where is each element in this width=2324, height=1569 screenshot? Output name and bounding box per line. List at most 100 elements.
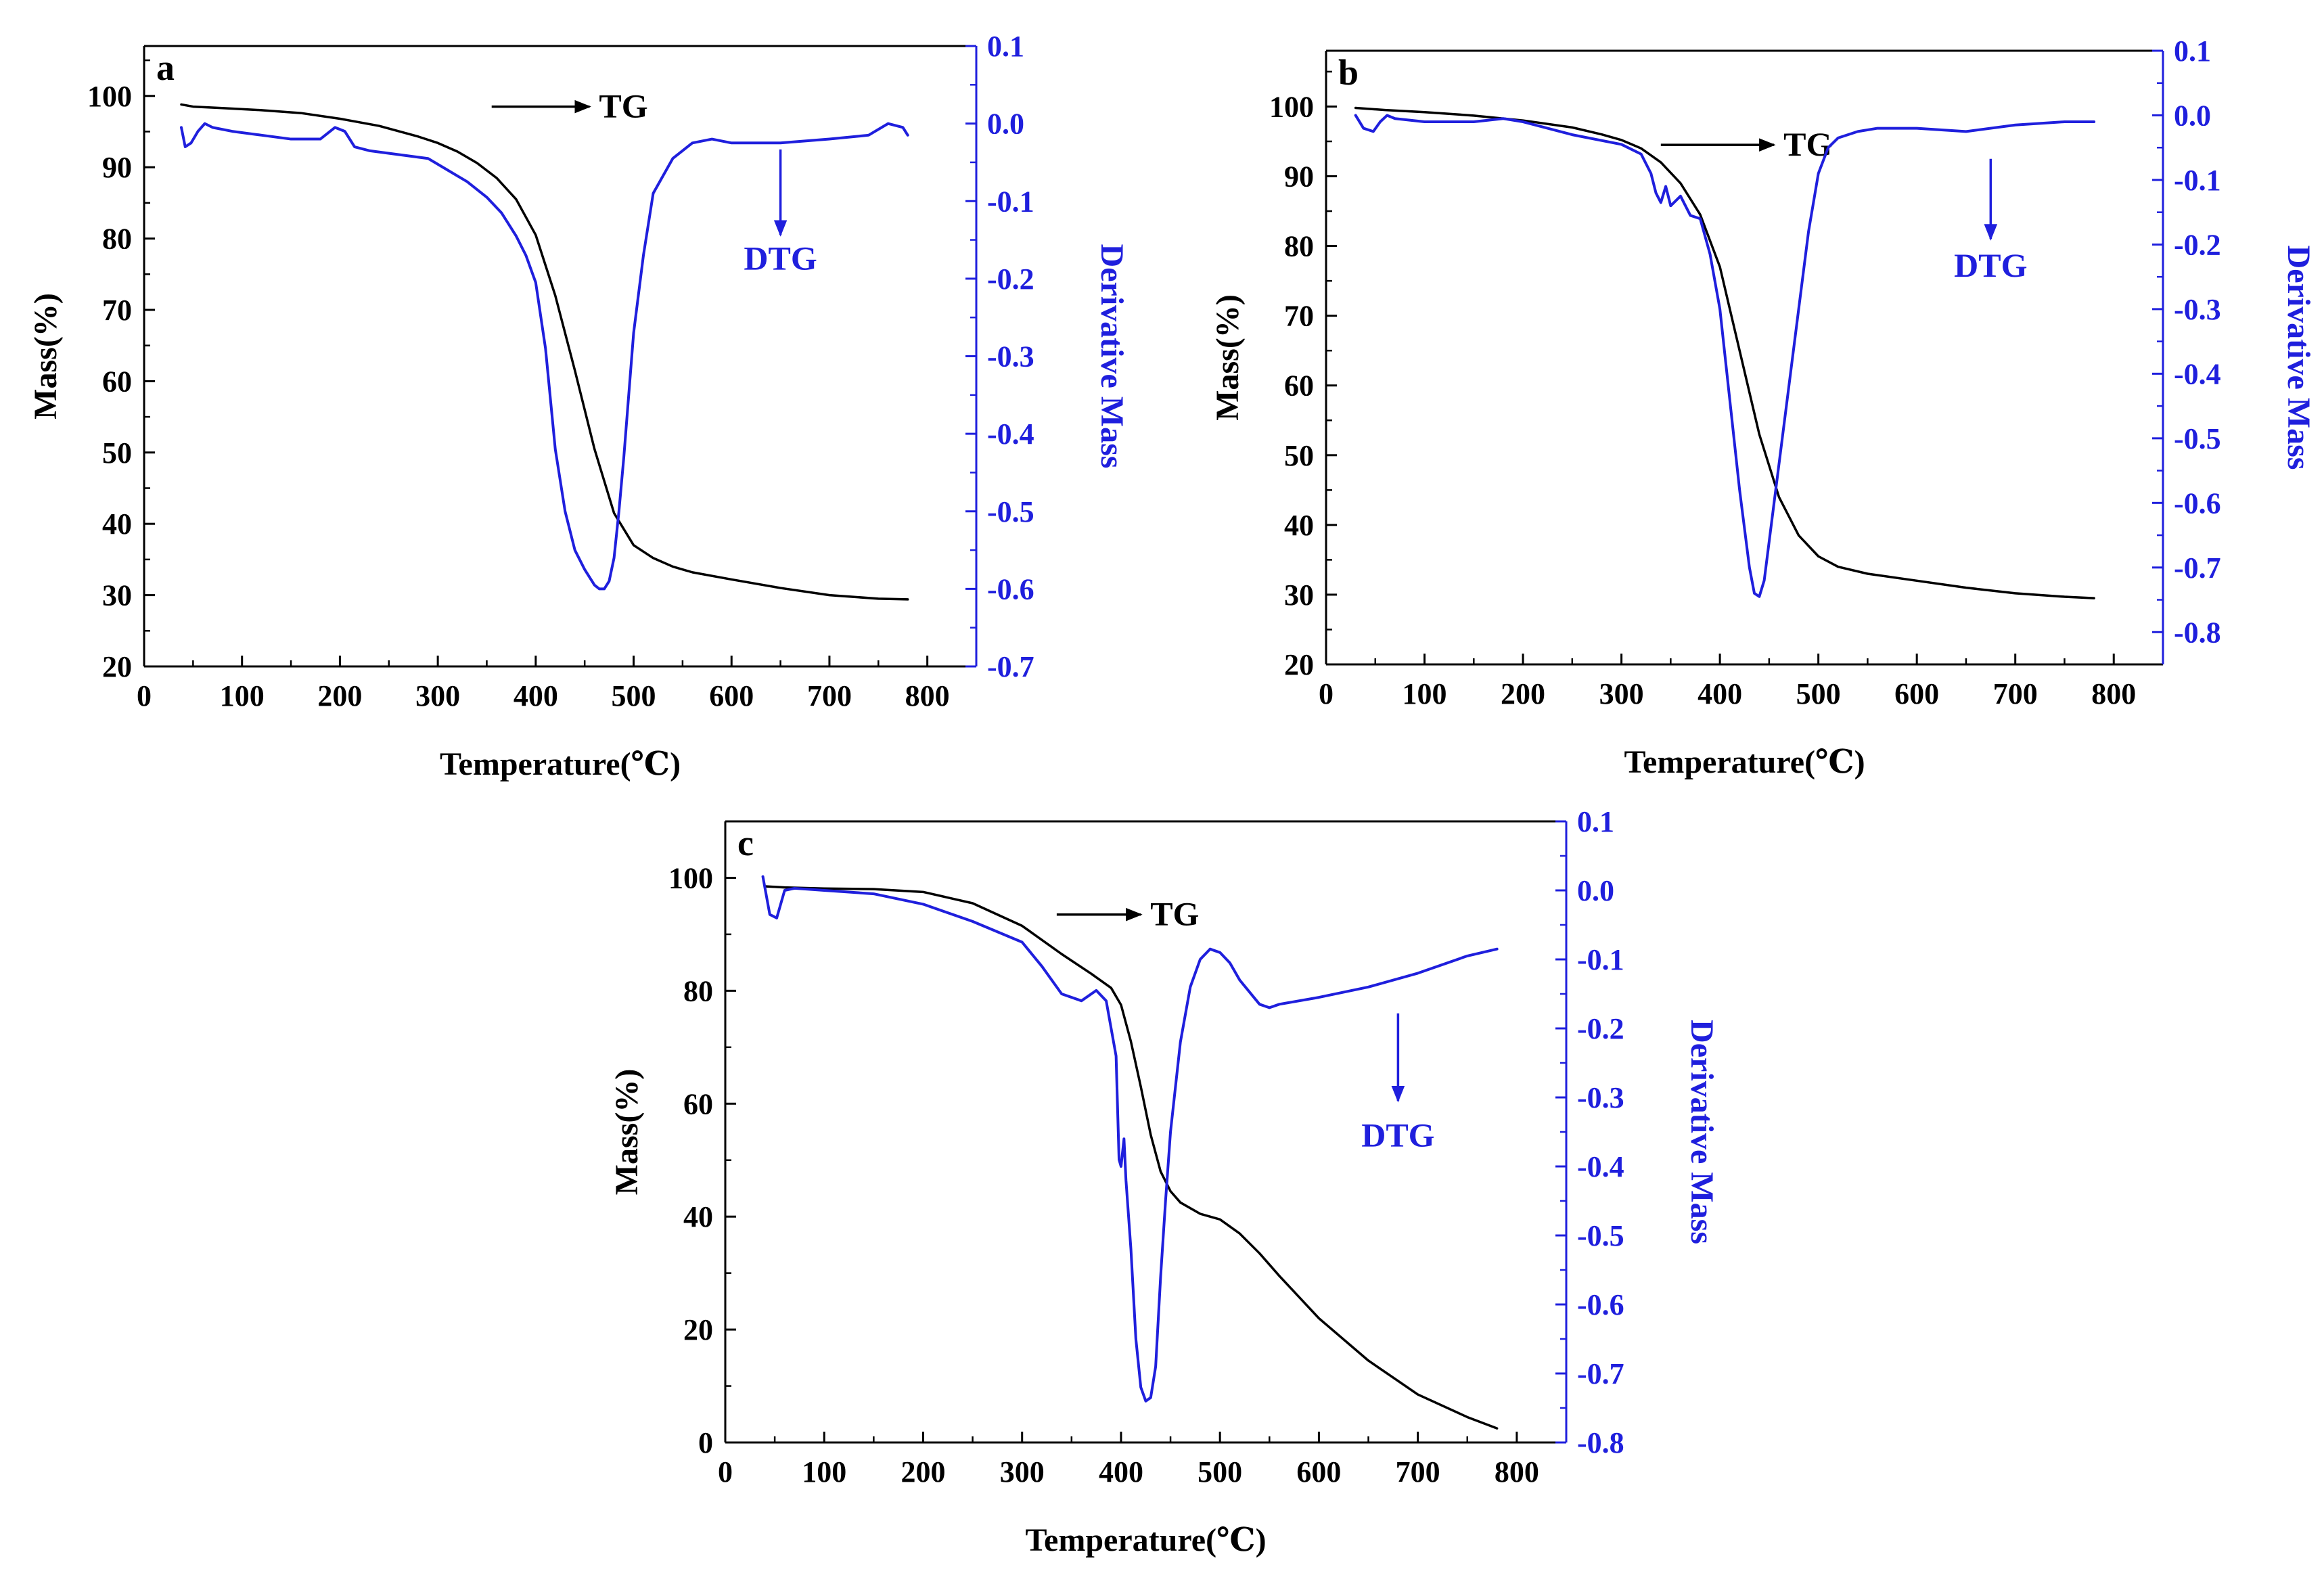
- x-axis-title: Temperature(℃): [1025, 1522, 1266, 1558]
- y-tick-label-right: 0.1: [2174, 35, 2211, 68]
- x-tick-label: 800: [1495, 1455, 1539, 1488]
- x-tick-label: 800: [905, 679, 950, 712]
- y-tick-label-right: -0.8: [2174, 616, 2221, 649]
- tg-series-line: [180, 103, 909, 601]
- y-tick-label-left: 20: [683, 1313, 713, 1346]
- x-tick-label: 300: [415, 679, 460, 712]
- x-tick-label: 100: [802, 1455, 846, 1488]
- y-tick-label-right: -0.4: [2174, 357, 2221, 390]
- y-tick-label-left: 70: [1284, 300, 1314, 333]
- y-tick-label-left: 60: [683, 1087, 713, 1120]
- dtg-series-line: [179, 122, 909, 591]
- panel-b: b Temperature(℃) Mass(%) Derivative Mass…: [1210, 35, 2317, 780]
- y-tick-label-right: -0.1: [987, 185, 1034, 218]
- y-tick-label-right: -0.3: [1577, 1081, 1624, 1114]
- y-tick-label-right: -0.3: [987, 340, 1034, 373]
- x-tick-label: 200: [317, 679, 362, 712]
- panel-label: c: [737, 823, 754, 863]
- y-axis-title-right: Derivative Mass: [2281, 246, 2317, 470]
- x-tick-label: 800: [2091, 677, 2136, 710]
- x-tick-label: 0: [1319, 677, 1334, 710]
- x-tick-label: 400: [514, 679, 558, 712]
- dtg-annotation-label: DTG: [1954, 246, 2027, 284]
- x-tick-label: 500: [1198, 1455, 1242, 1488]
- y-tick-label-right: 0.1: [987, 30, 1024, 63]
- x-tick-label: 600: [1296, 1455, 1341, 1488]
- x-axis-title: Temperature(℃): [440, 746, 681, 782]
- y-tick-label-left: 40: [683, 1200, 713, 1233]
- y-tick-label-right: -0.1: [1577, 943, 1624, 976]
- panel-label: a: [156, 47, 175, 88]
- y-tick-label-right: -0.2: [2174, 228, 2221, 261]
- y-tick-label-left: 60: [102, 365, 132, 398]
- y-tick-label-right: -0.7: [987, 650, 1034, 683]
- x-tick-label: 0: [718, 1455, 733, 1488]
- y-tick-label-right: -0.4: [1577, 1150, 1624, 1183]
- x-tick-label: 400: [1099, 1455, 1143, 1488]
- y-tick-label-right: -0.5: [1577, 1219, 1624, 1252]
- panel-a: a Temperature(℃) Mass(%) Derivative Mass…: [28, 30, 1130, 782]
- tg-annotation-label: TG: [599, 87, 647, 125]
- y-tick-label-right: 0.1: [1577, 805, 1614, 838]
- x-tick-label: 700: [1993, 677, 2038, 710]
- y-axis-title-left: Mass(%): [1210, 294, 1246, 421]
- x-tick-label: 300: [1599, 677, 1644, 710]
- y-tick-label-right: -0.1: [2174, 164, 2221, 197]
- x-tick-label: 600: [1894, 677, 1939, 710]
- x-tick-label: 100: [1403, 677, 1447, 710]
- y-axis-title-right: Derivative Mass: [1684, 1020, 1720, 1244]
- y-tick-label-left: 30: [1284, 578, 1314, 612]
- panel-label: b: [1338, 52, 1359, 93]
- x-tick-label: 400: [1698, 677, 1742, 710]
- y-tick-label-right: 0.0: [2174, 99, 2211, 132]
- y-tick-label-right: -0.5: [2174, 422, 2221, 455]
- y-tick-label-left: 100: [668, 861, 713, 894]
- y-tick-label-right: -0.6: [1577, 1288, 1624, 1321]
- y-tick-label-right: 0.0: [1577, 874, 1614, 907]
- dtg-series-line: [1354, 114, 2096, 598]
- y-tick-label-right: -0.6: [2174, 486, 2221, 520]
- y-tick-label-left: 50: [1284, 439, 1314, 472]
- y-tick-label-right: -0.4: [987, 417, 1034, 451]
- x-tick-label: 300: [1000, 1455, 1045, 1488]
- x-tick-label: 700: [1396, 1455, 1440, 1488]
- y-tick-label-left: 80: [1284, 230, 1314, 263]
- y-tick-label-left: 80: [683, 974, 713, 1007]
- y-tick-label-left: 30: [102, 579, 132, 612]
- y-tick-label-left: 20: [102, 650, 132, 683]
- dtg-annotation-label: DTG: [744, 239, 817, 277]
- y-axis-title-left: Mass(%): [28, 293, 64, 419]
- y-tick-label-left: 80: [102, 223, 132, 256]
- y-tick-label-right: -0.7: [2174, 551, 2221, 585]
- panel-c: c Temperature(℃) Mass(%) Derivative Mass…: [609, 805, 1720, 1558]
- y-tick-label-right: -0.8: [1577, 1426, 1624, 1459]
- y-tick-label-left: 40: [1284, 509, 1314, 542]
- y-tick-label-right: -0.7: [1577, 1357, 1624, 1390]
- x-axis-title: Temperature(℃): [1624, 744, 1865, 780]
- dtg-annotation-label: DTG: [1361, 1116, 1434, 1154]
- tg-series-line: [763, 885, 1499, 1430]
- x-tick-label: 200: [901, 1455, 945, 1488]
- y-tick-label-right: -0.3: [2174, 293, 2221, 326]
- x-tick-label: 500: [612, 679, 656, 712]
- y-tick-label-left: 100: [1269, 90, 1314, 123]
- y-tick-label-right: -0.6: [987, 572, 1034, 606]
- y-tick-label-right: -0.2: [987, 263, 1034, 296]
- tg-annotation-label: TG: [1150, 895, 1199, 933]
- x-tick-label: 700: [807, 679, 852, 712]
- y-tick-label-left: 60: [1284, 369, 1314, 403]
- dtg-series-line: [761, 875, 1499, 1403]
- x-tick-label: 500: [1796, 677, 1841, 710]
- y-tick-label-left: 90: [102, 151, 132, 184]
- y-tick-label-left: 0: [698, 1426, 713, 1459]
- y-tick-label-left: 90: [1284, 160, 1314, 194]
- x-tick-label: 0: [137, 679, 152, 712]
- y-axis-title-right: Derivative Mass: [1094, 244, 1130, 469]
- y-tick-label-left: 70: [102, 294, 132, 327]
- y-tick-label-left: 50: [102, 436, 132, 470]
- y-tick-label-right: 0.0: [987, 108, 1024, 141]
- x-tick-label: 200: [1501, 677, 1545, 710]
- x-tick-label: 600: [709, 679, 754, 712]
- y-tick-label-left: 100: [87, 80, 132, 113]
